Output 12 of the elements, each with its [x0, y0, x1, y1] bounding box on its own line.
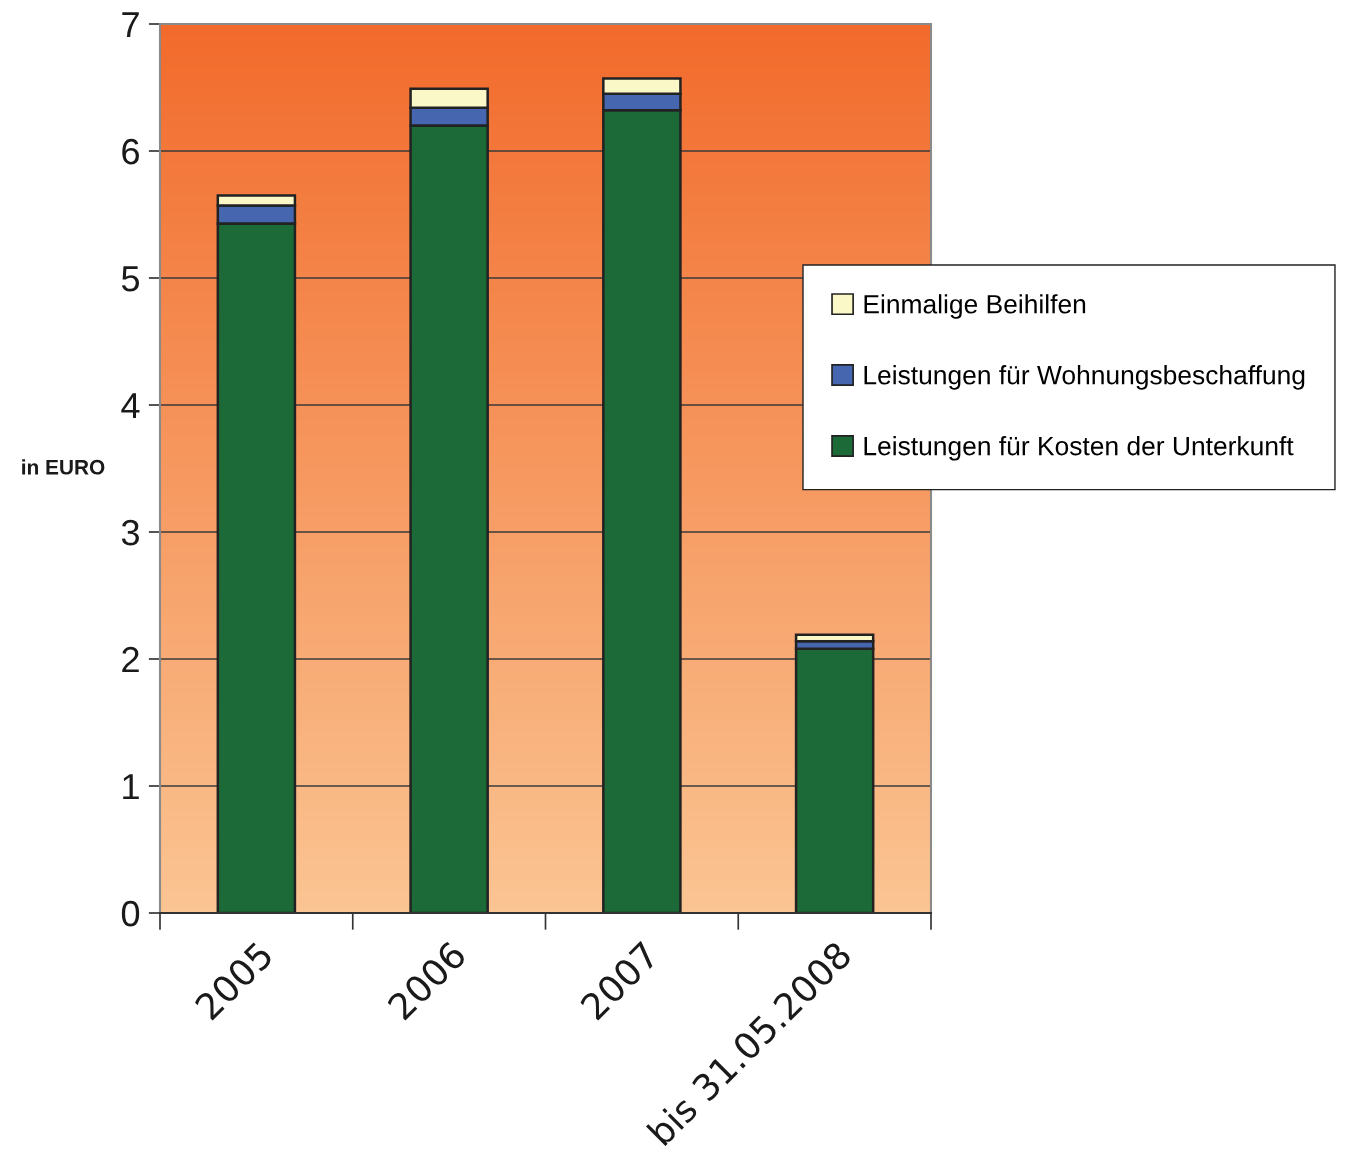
y-tick-label: 6	[122, 138, 139, 165]
y-tick-label: 3	[121, 519, 139, 546]
y-tick-label: 0	[121, 900, 140, 927]
legend-label: Einmalige Beihilfen	[864, 294, 1086, 319]
y-tick-label: 1	[123, 774, 139, 800]
legend-label: Leistungen für Kosten der Unterkunft	[864, 436, 1294, 461]
y-axis-title: in EURO	[22, 459, 105, 475]
legend-label: Leistungen für Wohnungsbeschaffung	[864, 365, 1305, 390]
y-tick-label: 2	[122, 646, 139, 673]
y-tick-label: 4	[121, 393, 140, 419]
y-tick-label: 5	[121, 266, 140, 292]
y-tick-label: 7	[122, 12, 139, 38]
